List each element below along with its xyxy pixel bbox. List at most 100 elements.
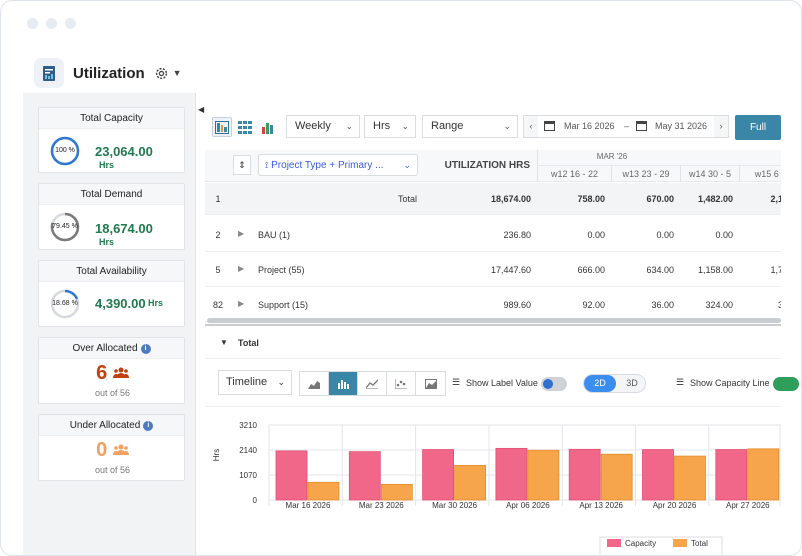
table-row[interactable]: 1 Total 18,674.00 758.00 670.00 1,482.00 2,130	[205, 183, 781, 215]
summary-panel: Total Capacity 100 % 23,064.00 Hrs Total…	[23, 93, 195, 555]
show-capacity-toggle[interactable]	[773, 377, 799, 391]
chevron-down-icon[interactable]: ▼	[172, 68, 182, 78]
expand-row-icon[interactable]: ▶	[238, 264, 245, 273]
x-tick-label: Apr 27 2026	[726, 501, 770, 510]
area-chart-icon[interactable]	[300, 372, 329, 395]
pane-splitter[interactable]	[205, 324, 781, 326]
week-value: 758.00	[577, 194, 605, 204]
next-range-button[interactable]: ›	[714, 116, 728, 137]
week-value: 92.00	[582, 300, 605, 310]
range-select[interactable]: Range ⌄	[422, 115, 518, 138]
date-range-picker[interactable]: ‹ Mar 16 2026 – May 31 2026 ›	[523, 115, 729, 138]
group-by-value: Project Type + Primary ...	[271, 160, 384, 171]
table-header: ⇕ ⟟ Project Type + Primary ... ⌄ UTILIZA…	[205, 150, 781, 182]
week-value: 12	[739, 230, 781, 240]
total-demand-card: Total Demand 79.45 % 18,674.00 Hrs	[38, 183, 185, 250]
total-section-header[interactable]: ▼ Total	[205, 327, 781, 359]
bar-capacity	[422, 449, 455, 501]
dimension-toggle[interactable]: 2D 3D	[583, 374, 646, 393]
window-dot[interactable]	[65, 18, 76, 29]
scatter-chart-icon[interactable]	[387, 372, 416, 395]
x-tick-label: Apr 06 2026	[506, 501, 550, 510]
bar-capacity	[275, 450, 308, 501]
mode-3d-button[interactable]: 3D	[626, 378, 638, 388]
chevron-down-icon: ⌄	[401, 121, 409, 131]
start-date[interactable]: Mar 16 2026	[564, 121, 615, 131]
page-title: Utilization	[73, 64, 145, 82]
x-tick-label: Mar 16 2026	[286, 501, 331, 510]
line-chart-icon[interactable]	[358, 372, 387, 395]
utilization-value: 989.60	[503, 300, 531, 310]
list-icon: ☰	[452, 377, 461, 387]
availability-value: 4,390.00	[95, 296, 146, 311]
list-icon: ☰	[676, 377, 685, 387]
mode-2d-button[interactable]: 2D	[584, 375, 616, 392]
full-button[interactable]: Full	[735, 115, 781, 140]
show-label-toggle[interactable]	[541, 377, 567, 391]
bar-total	[307, 481, 340, 501]
range-value: Range	[431, 120, 464, 132]
total-capacity-card: Total Capacity 100 % 23,064.00 Hrs	[38, 107, 185, 173]
demand-percent: 79.45 %	[52, 223, 78, 230]
total-availability-card: Total Availability 18.68 % 4,390.00 Hrs	[38, 260, 185, 327]
info-icon[interactable]: i	[140, 344, 151, 354]
bar-total	[747, 448, 780, 501]
chart-area: 3210 2140 1070 0 Hrs Mar 16 2026 Mar 23 2026 Ma…	[205, 406, 781, 555]
window-dot[interactable]	[27, 18, 38, 29]
expand-row-icon[interactable]: ▶	[238, 299, 245, 308]
table-row[interactable]: 2 ▶ BAU (1) 236.80 0.00 0.00 0.00 12	[205, 217, 781, 252]
legend-box	[599, 536, 723, 555]
horizontal-scrollbar[interactable]	[207, 318, 781, 323]
expand-row-icon[interactable]: ▶	[238, 229, 245, 238]
calendar-icon[interactable]	[544, 116, 555, 137]
end-date[interactable]: May 31 2026	[655, 121, 708, 131]
bar-capacity	[642, 449, 674, 501]
week-header: w12 16 - 22	[537, 165, 611, 182]
week-header: w14 30 - 5	[680, 165, 739, 182]
row-label: Project (55)	[258, 265, 305, 275]
card-title: Over Allocated i	[39, 338, 184, 359]
bar-capacity	[715, 449, 748, 501]
availability-unit: Hrs	[148, 298, 164, 308]
group-by-select[interactable]: ⟟ Project Type + Primary ... ⌄	[258, 154, 418, 176]
collapse-panel-icon[interactable]: ◀	[198, 105, 205, 114]
over-allocated-card: Over Allocated i 6 out of 56	[38, 337, 185, 404]
unit-select[interactable]: Hrs ⌄	[364, 115, 416, 138]
panel-divider	[195, 93, 196, 555]
sort-icon[interactable]: ⇕	[233, 155, 251, 175]
week-value: 0.00	[656, 230, 674, 240]
utilization-value: 17,447.60	[490, 265, 531, 275]
demand-unit: Hrs	[99, 237, 115, 247]
over-allocated-count: 6	[39, 362, 186, 385]
window-dot[interactable]	[46, 18, 57, 29]
capacity-unit: Hrs	[99, 160, 115, 170]
card-title: Total Capacity	[39, 108, 184, 129]
period-select[interactable]: Weekly ⌄	[286, 115, 360, 138]
show-capacity-text: Show Capacity Line	[690, 378, 770, 388]
week-header: w15 6 -	[739, 165, 781, 182]
prev-range-button[interactable]: ‹	[524, 116, 538, 137]
demand-ring: 79.45 %	[50, 212, 80, 242]
calendar-icon[interactable]	[636, 116, 647, 137]
grid-view-icon[interactable]	[235, 117, 255, 137]
bar-capacity	[348, 451, 381, 501]
stacked-area-icon[interactable]	[416, 372, 445, 395]
week-value: 634.00	[646, 265, 674, 275]
x-tick-label: Mar 23 2026	[359, 501, 404, 510]
period-value: Weekly	[295, 120, 331, 132]
info-icon[interactable]: i	[143, 421, 154, 431]
table-row[interactable]: 5 ▶ Project (55) 17,447.60 666.00 634.00 1,158…	[205, 252, 781, 287]
row-label: BAU (1)	[258, 230, 291, 240]
row-number: 5	[215, 265, 221, 275]
week-value: 666.00	[577, 265, 605, 275]
show-label-text: Show Label Value	[466, 378, 538, 388]
pivot-view-icon[interactable]	[212, 117, 232, 137]
expand-icon[interactable]: ▼	[220, 338, 228, 347]
table-row[interactable]: 82 ▶ Support (15) 989.60 92.00 36.00 324.00 350	[205, 287, 781, 322]
bar-chart-icon[interactable]	[329, 372, 358, 395]
view-select[interactable]: Timeline ⌄	[218, 370, 292, 395]
chart-view-icon[interactable]	[258, 117, 278, 137]
gear-icon[interactable]	[154, 66, 169, 81]
chevron-down-icon: ⌄	[403, 160, 411, 170]
